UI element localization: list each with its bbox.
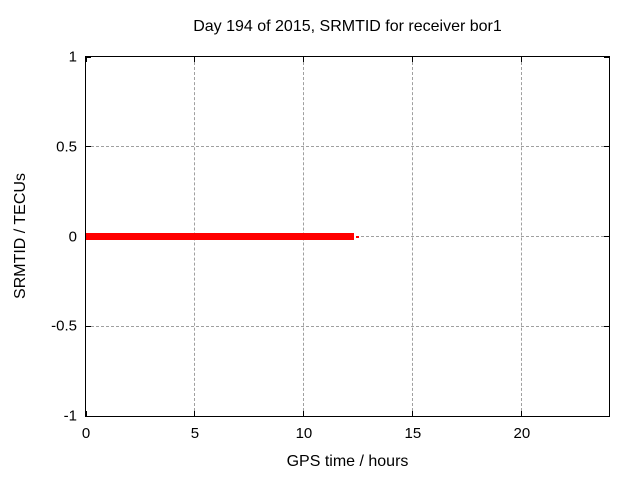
y-tick-right: [604, 236, 609, 237]
y-tick-right: [604, 415, 609, 417]
x-tick-label: 0: [81, 425, 91, 442]
y-gridline: [86, 325, 609, 327]
x-tick-top: [303, 57, 305, 62]
y-tick-label: -1: [63, 407, 77, 425]
series-line-srmtid: [86, 233, 355, 240]
x-axis-label: GPS time / hours: [286, 453, 409, 470]
y-tick-label: 1: [68, 48, 77, 66]
y-axis-label: SRMTID / TECUs: [12, 173, 29, 299]
y-tick-left: [86, 146, 91, 148]
x-tick-bottom: [303, 411, 305, 416]
x-tick-top: [521, 57, 523, 62]
x-tick-label: 15: [404, 425, 422, 442]
y-tick-label: -0.5: [51, 317, 77, 335]
y-tick-label: 0: [68, 228, 77, 245]
x-tick-bottom: [412, 411, 414, 416]
x-tick-label: 5: [190, 425, 200, 442]
x-tick-bottom: [85, 411, 87, 416]
plot-area: 0 5 10 15 20 -1 -0.5 0 0.5 1: [51, 49, 610, 442]
y-tick-left: [86, 325, 91, 327]
x-tick-label: 10: [295, 425, 313, 442]
x-tick-bottom: [521, 411, 523, 416]
x-tick-top: [194, 57, 196, 62]
x-tick-bottom: [194, 411, 196, 416]
x-tick-top: [85, 57, 87, 62]
y-tick-right: [604, 146, 609, 148]
series-line-srmtid-tail: [356, 235, 360, 238]
chart-title: Day 194 of 2015, SRMTID for receiver bor…: [193, 18, 502, 35]
y-tick-left: [86, 415, 91, 417]
y-tick-label: 0.5: [56, 138, 77, 156]
y-tick-left: [86, 56, 91, 58]
x-tick-top: [412, 57, 414, 62]
y-tick-right: [604, 325, 609, 327]
y-tick-right: [604, 56, 609, 58]
y-gridline: [86, 146, 609, 148]
x-tick-label: 20: [513, 425, 531, 442]
